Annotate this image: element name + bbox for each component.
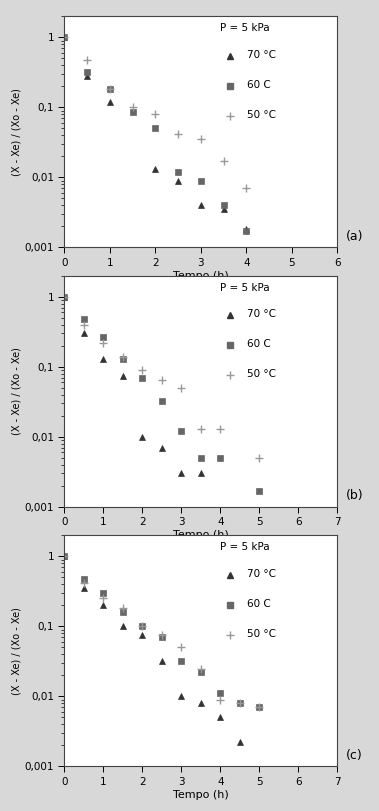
X-axis label: Tempo (h): Tempo (h)	[173, 790, 229, 800]
Y-axis label: (X - Xe) / (Xo - Xe): (X - Xe) / (Xo - Xe)	[12, 88, 22, 176]
Text: 60 C: 60 C	[247, 599, 271, 609]
X-axis label: Tempo (h): Tempo (h)	[173, 271, 229, 281]
Text: P = 5 kPa: P = 5 kPa	[220, 543, 269, 552]
Text: (a): (a)	[346, 230, 363, 242]
Text: 70 °C: 70 °C	[247, 49, 276, 60]
X-axis label: Tempo (h): Tempo (h)	[173, 530, 229, 540]
Text: 70 °C: 70 °C	[247, 569, 276, 579]
Text: 50 °C: 50 °C	[247, 369, 276, 380]
Text: P = 5 kPa: P = 5 kPa	[220, 24, 269, 33]
Text: (c): (c)	[346, 749, 362, 762]
Y-axis label: (X - Xe) / (Xo - Xe): (X - Xe) / (Xo - Xe)	[12, 347, 22, 436]
Text: 70 °C: 70 °C	[247, 309, 276, 320]
Text: 50 °C: 50 °C	[247, 109, 276, 120]
Text: 50 °C: 50 °C	[247, 629, 276, 639]
Text: (b): (b)	[346, 489, 363, 502]
Text: P = 5 kPa: P = 5 kPa	[220, 283, 269, 293]
Text: 60 C: 60 C	[247, 339, 271, 350]
Y-axis label: (X - Xe) / (Xo - Xe): (X - Xe) / (Xo - Xe)	[12, 607, 22, 695]
Text: 60 C: 60 C	[247, 79, 271, 90]
